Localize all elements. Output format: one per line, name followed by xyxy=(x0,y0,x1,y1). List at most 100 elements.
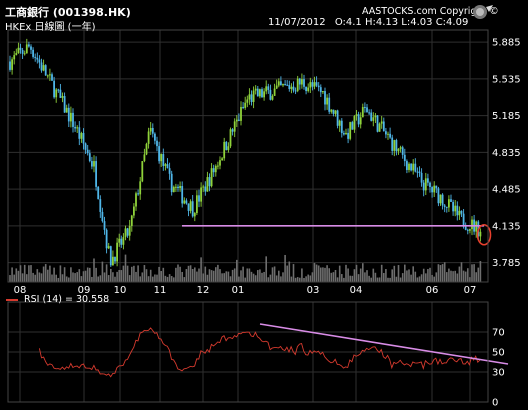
volume-bar xyxy=(147,276,150,282)
volume-bar xyxy=(422,268,425,282)
candle-body xyxy=(217,165,219,167)
candle-body xyxy=(349,122,352,139)
volume-bar xyxy=(219,269,221,282)
volume-bar xyxy=(280,276,282,282)
candle-body xyxy=(126,228,129,236)
candle-body xyxy=(225,141,228,151)
candle-body xyxy=(445,206,448,208)
volume-bar xyxy=(315,264,318,282)
volume-bar xyxy=(223,273,225,282)
volume-bar xyxy=(454,270,456,282)
rsi-trend-line xyxy=(259,323,509,365)
ohlc-readout: 11/07/2012 O:4.1 H:4.13 L:4.03 C:4.09 xyxy=(268,17,468,28)
volume-bar xyxy=(296,277,299,282)
volume-bar xyxy=(401,273,404,282)
candle-body xyxy=(204,186,207,192)
x-tick-label: 04 xyxy=(350,285,363,296)
candle-body xyxy=(175,186,177,188)
volume-bar xyxy=(271,267,274,282)
candle-body xyxy=(414,163,417,172)
volume-bar xyxy=(114,276,116,282)
volume-bar xyxy=(357,274,360,282)
volume-bar xyxy=(406,270,408,282)
volume-bar xyxy=(414,271,417,282)
volume-bar xyxy=(15,268,18,282)
volume-bar xyxy=(330,272,333,282)
volume-bar xyxy=(86,267,89,282)
volume-bar xyxy=(341,274,343,282)
volume-bar xyxy=(328,268,330,282)
candle-body xyxy=(393,140,396,151)
candle-body xyxy=(353,116,356,130)
candle-body xyxy=(25,44,28,54)
candle-body xyxy=(387,133,389,135)
candle-body xyxy=(298,78,301,85)
rsi-legend: RSI (14) = 30.558 xyxy=(6,294,109,305)
candle-body xyxy=(21,50,24,54)
candle-body xyxy=(317,85,320,88)
volume-bar xyxy=(452,271,454,282)
candle-body xyxy=(380,121,383,124)
volume-bar xyxy=(429,267,431,282)
volume-bar xyxy=(259,269,261,282)
candle-body xyxy=(57,89,60,91)
volume-bar xyxy=(257,270,259,282)
candle-body xyxy=(391,137,394,151)
volume-bar xyxy=(170,276,173,282)
volume-bar xyxy=(141,272,144,282)
volume-bar xyxy=(345,264,347,282)
volume-bar xyxy=(34,274,36,282)
candle-body xyxy=(401,147,404,155)
candle-body xyxy=(143,154,146,162)
volume-bar xyxy=(183,277,186,282)
candle-body xyxy=(450,199,452,202)
candle-body xyxy=(208,177,211,187)
candle-body xyxy=(307,87,310,92)
volume-bar xyxy=(139,276,141,282)
volume-bar xyxy=(118,269,120,282)
volume-bar xyxy=(84,270,87,282)
candle-body xyxy=(273,88,276,96)
candle-body xyxy=(137,193,139,195)
volume-bar xyxy=(131,266,133,282)
volume-bar xyxy=(42,266,45,282)
volume-bar xyxy=(32,272,34,282)
price-tick-label: 4.485 xyxy=(492,185,521,196)
candle-body xyxy=(97,186,100,200)
volume-bar xyxy=(143,265,146,282)
volume-bar xyxy=(55,274,57,282)
volume-bar xyxy=(231,269,234,282)
volume-bar xyxy=(137,265,139,282)
price-tick-label: 5.185 xyxy=(492,111,521,122)
candle-body xyxy=(40,62,43,71)
x-tick-label: 12 xyxy=(197,285,210,296)
candle-body xyxy=(261,89,263,98)
volume-bar xyxy=(173,277,175,282)
candle-body xyxy=(252,90,255,102)
candle-body xyxy=(105,229,108,249)
candle-body xyxy=(408,163,410,170)
volume-bar xyxy=(248,268,251,282)
rsi-panel-border xyxy=(7,301,489,403)
candle-body xyxy=(338,120,341,126)
volume-bar xyxy=(326,265,328,282)
volume-bar xyxy=(376,277,379,282)
rsi-tick-label: 50 xyxy=(492,348,505,359)
volume-bar xyxy=(221,273,223,282)
volume-bar xyxy=(462,270,465,282)
volume-bar xyxy=(70,267,72,282)
volume-bar xyxy=(282,272,284,282)
candle-body xyxy=(410,163,412,171)
candle-body xyxy=(439,194,442,204)
volume-bar xyxy=(28,265,30,282)
candle-body xyxy=(429,182,431,188)
volume-bar xyxy=(124,254,127,282)
candle-body xyxy=(193,213,196,217)
volume-bar xyxy=(450,270,452,282)
volume-bar xyxy=(303,277,305,282)
volume-bars xyxy=(9,254,482,282)
volume-bar xyxy=(338,265,341,282)
volume-bar xyxy=(78,269,81,282)
candle-body xyxy=(464,226,467,230)
candle-body xyxy=(448,199,450,208)
